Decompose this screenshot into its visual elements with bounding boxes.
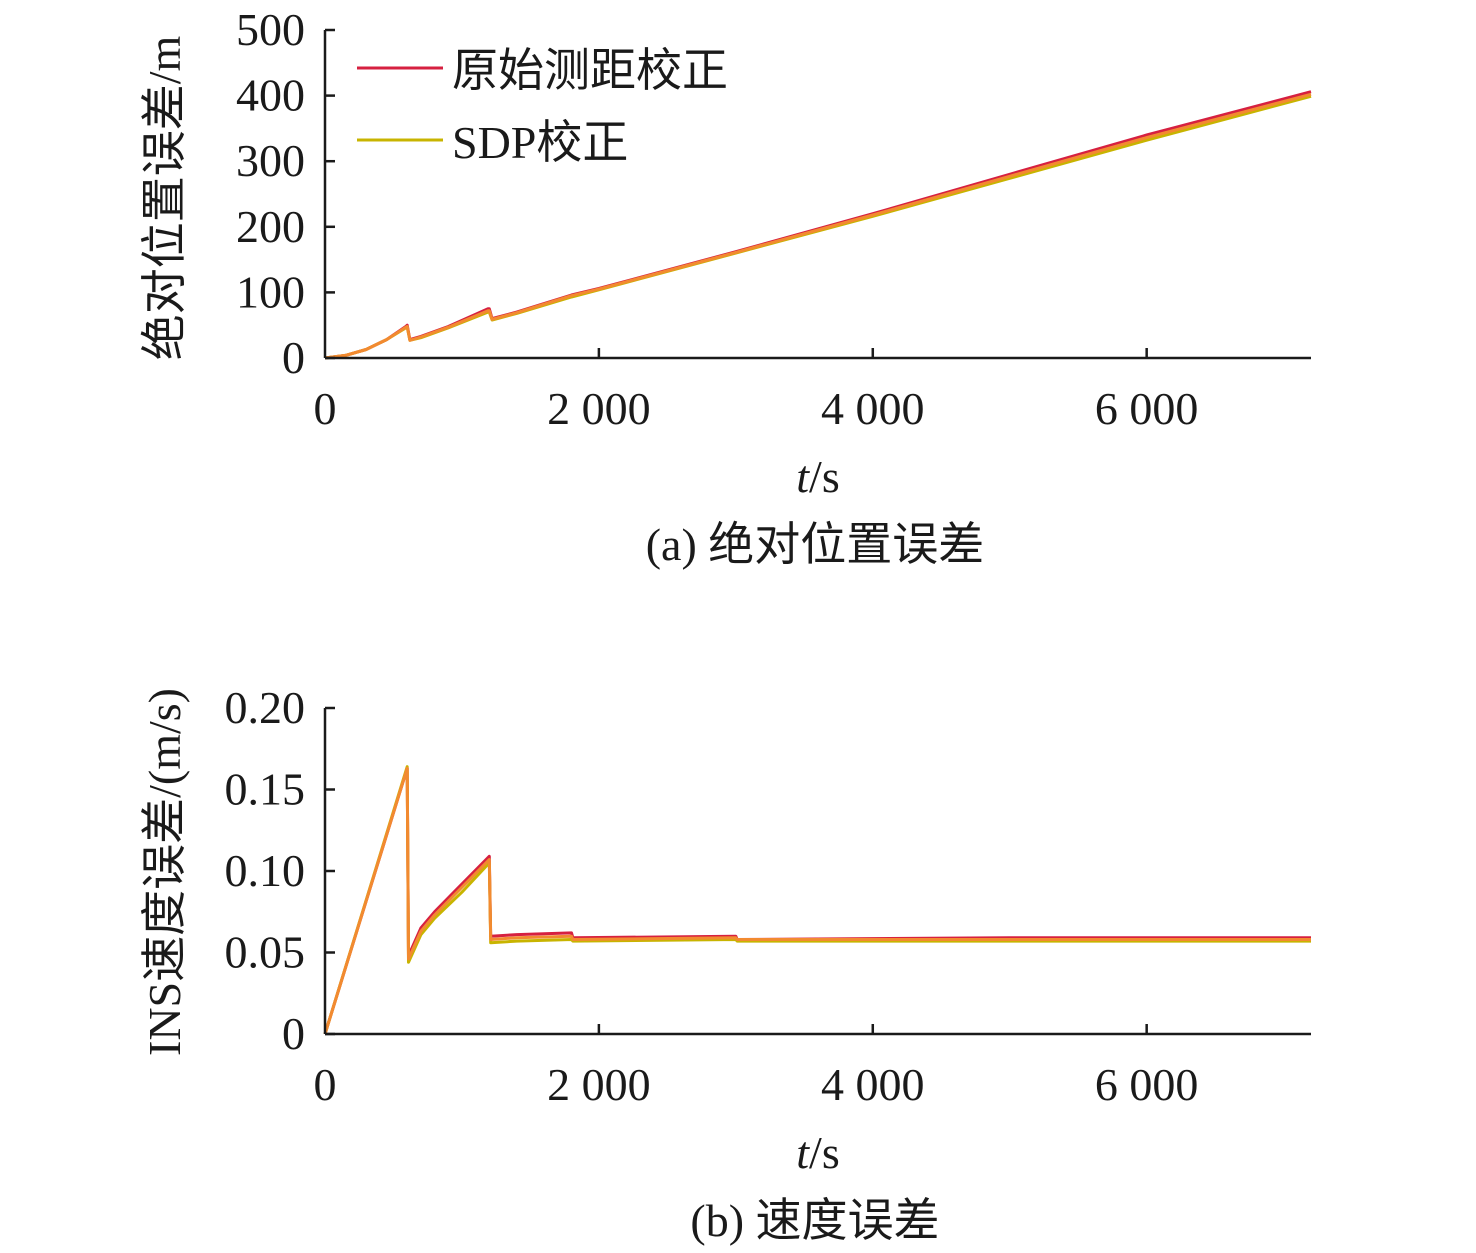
panel-a-caption: (a) 绝对位置误差: [646, 519, 985, 570]
panel-a-y-tick-label: 0: [282, 332, 305, 383]
panel-a-legend: 原始测距校正 SDP校正: [357, 45, 728, 168]
panel-b-series-raw-ranging-line: [323, 766, 1311, 1035]
panel-a-position-error: 0 100 200 300 400 500 0 2 000 4 000 6 000 绝对位置误差…: [139, 4, 1312, 570]
panel-a-y-ticks: 0 100 200 300 400 500: [236, 4, 335, 383]
panel-b-y-tick-label: 0.15: [225, 764, 306, 815]
panel-a-y-tick-label: 200: [236, 201, 305, 252]
panel-b-x-tick-label: 0: [314, 1059, 337, 1110]
panel-b-series-group: [323, 765, 1311, 1035]
panel-b-y-tick-label: 0.05: [225, 927, 306, 978]
panel-a-series-group: [324, 90, 1312, 360]
panel-a-x-axis-unit: /s: [809, 451, 840, 502]
panel-a-x-tick-label: 0: [314, 383, 337, 434]
panel-b-x-axis-title: t/s: [796, 1127, 839, 1178]
panel-b-x-axis-variable: t: [796, 1127, 810, 1178]
panel-a-x-ticks: 0 2 000 4 000 6 000: [314, 348, 1199, 434]
panel-b-x-ticks: 0 2 000 4 000 6 000: [314, 1024, 1199, 1110]
panel-a-series-overlap-line: [324, 92, 1312, 360]
panel-b-x-tick-label: 6 000: [1095, 1059, 1199, 1110]
panel-b-y-tick-label: 0: [282, 1008, 305, 1059]
panel-b-y-ticks: 0 0.05 0.10 0.15 0.20: [225, 682, 335, 1059]
panel-a-y-tick-label: 100: [236, 266, 305, 317]
legend-label-sdp: SDP校正: [452, 117, 628, 168]
panel-b-x-tick-label: 4 000: [821, 1059, 925, 1110]
panel-b-y-tick-label: 0.20: [225, 682, 306, 733]
panel-b-y-axis-title: INS速度误差/(m/s): [139, 688, 190, 1056]
panel-a-x-axis-variable: t: [796, 451, 810, 502]
panel-b-caption: (b) 速度误差: [690, 1195, 939, 1246]
panel-a-y-tick-label: 500: [236, 4, 305, 55]
panel-b-x-tick-label: 2 000: [547, 1059, 651, 1110]
panel-b-series-overlap-line: [323, 766, 1311, 1035]
panel-a-y-tick-label: 300: [236, 135, 305, 186]
panel-a-y-tick-label: 400: [236, 70, 305, 121]
panel-b-y-tick-label: 0.10: [225, 845, 306, 896]
panel-b-velocity-error: 0 0.05 0.10 0.15 0.20 0 2 000 4 000 6 000 INS速度…: [139, 682, 1311, 1246]
panel-a-x-axis-title: t/s: [796, 451, 839, 502]
panel-a-x-tick-label: 4 000: [821, 383, 925, 434]
legend-label-raw-ranging: 原始测距校正: [452, 45, 728, 96]
panel-a-x-tick-label: 2 000: [547, 383, 651, 434]
panel-b-series-sdp-line: [323, 765, 1311, 1035]
panel-a-y-axis-title: 绝对位置误差/m: [139, 36, 190, 361]
panel-b-x-axis-unit: /s: [809, 1127, 840, 1178]
panel-a-x-tick-label: 6 000: [1095, 383, 1199, 434]
